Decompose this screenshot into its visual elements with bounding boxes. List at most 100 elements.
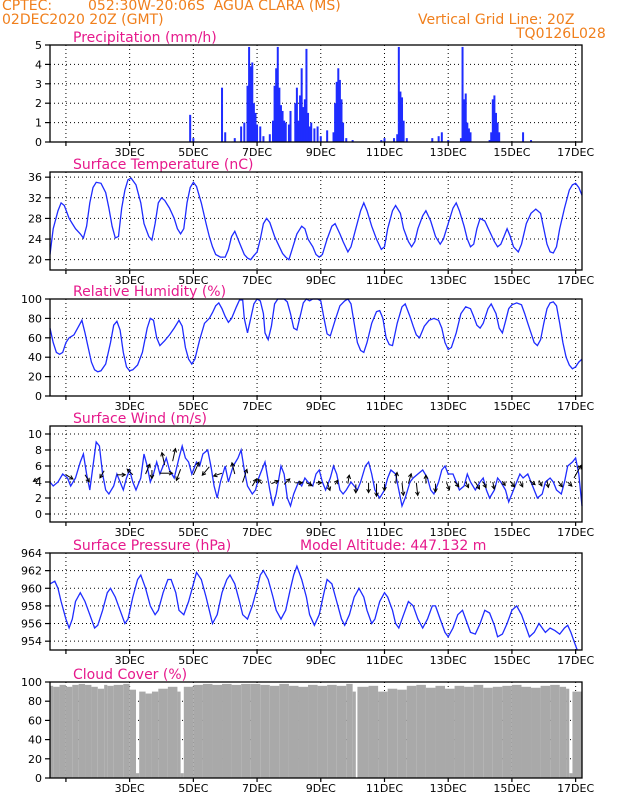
precip-bar bbox=[405, 138, 408, 142]
wind-arrow bbox=[251, 478, 257, 487]
precip-bar bbox=[302, 107, 305, 142]
wind-arrow-head bbox=[68, 475, 74, 480]
wind-arrow bbox=[33, 476, 41, 482]
wind-arrow bbox=[271, 480, 279, 485]
precip-bar bbox=[334, 103, 337, 142]
precip-bar bbox=[469, 132, 472, 142]
wind-xtick-label: 15DEC bbox=[493, 526, 530, 539]
wind-arrow-head bbox=[464, 483, 470, 489]
precip-bar bbox=[402, 120, 405, 142]
cloud-bar bbox=[53, 686, 60, 778]
cloud-bar bbox=[139, 691, 146, 778]
cloud-bar bbox=[129, 689, 137, 778]
wind-arrow-head bbox=[298, 480, 304, 486]
cloud-bar bbox=[473, 684, 484, 778]
cloud-bar bbox=[540, 685, 551, 778]
temp-frame bbox=[49, 171, 583, 271]
precip-bar bbox=[437, 136, 440, 142]
cloud-bar bbox=[425, 687, 436, 778]
precip-bar bbox=[297, 120, 300, 142]
wind-arrow bbox=[306, 482, 313, 487]
cloud-bar bbox=[59, 684, 66, 778]
precip-xtick-label: 11DEC bbox=[366, 146, 403, 159]
cloud-bar bbox=[298, 686, 309, 778]
wind-arrow-head bbox=[510, 482, 516, 488]
rh-frame bbox=[49, 298, 583, 397]
wind-arrow-head bbox=[382, 486, 387, 492]
header-source: CPTEC: bbox=[2, 0, 53, 14]
cloud-bar bbox=[346, 683, 353, 778]
pres-ytick-label: 964 bbox=[21, 547, 42, 560]
cloud-bar bbox=[317, 685, 328, 778]
cloud-bar bbox=[180, 773, 184, 778]
precip-bar bbox=[256, 124, 259, 142]
cloud-bar bbox=[183, 686, 194, 778]
cloud-bar bbox=[50, 685, 54, 778]
pres-ytick-label: 960 bbox=[21, 582, 42, 595]
cloud-bar bbox=[327, 684, 337, 778]
wind-arrow bbox=[454, 480, 460, 488]
wind-arrow bbox=[283, 478, 291, 485]
cloud-bar bbox=[91, 686, 98, 778]
cloud-bar bbox=[483, 687, 493, 778]
pres-title: Surface Pressure (hPa) bbox=[73, 538, 231, 554]
pres-ytick-label: 954 bbox=[21, 635, 42, 648]
precip-bar bbox=[463, 99, 466, 142]
cloud-bar bbox=[454, 685, 465, 778]
precip-bar bbox=[401, 97, 404, 142]
pres-xtick-label: 7DEC bbox=[242, 654, 272, 667]
cloud-bar bbox=[107, 685, 114, 778]
precip-ytick-label: 5 bbox=[35, 39, 42, 52]
cloud-xtick-label: 17DEC bbox=[557, 782, 594, 795]
temp-xtick-label: 15DEC bbox=[493, 274, 530, 287]
wind-frame bbox=[49, 425, 583, 523]
precip-bar bbox=[332, 132, 335, 142]
precip-bar bbox=[248, 46, 251, 142]
precip-bar bbox=[254, 112, 257, 142]
cloud-bar bbox=[464, 686, 474, 778]
precip-bar bbox=[459, 138, 462, 142]
cloud-bar bbox=[269, 685, 280, 778]
cloud-xtick-label: 3DEC bbox=[115, 782, 145, 795]
precip-bar bbox=[289, 110, 292, 142]
wind-arrow bbox=[326, 481, 331, 491]
precip-bar bbox=[399, 91, 402, 142]
wind-arrow bbox=[407, 473, 412, 484]
wind-arrow-head bbox=[126, 468, 132, 474]
cloud-ytick-label: 60 bbox=[28, 714, 42, 727]
precip-bar bbox=[530, 140, 533, 142]
cloud-xtick-label: 5DEC bbox=[178, 782, 208, 795]
temp-ytick-label: 36 bbox=[28, 171, 42, 184]
wind-arrow-head bbox=[256, 478, 262, 484]
cloud-bar bbox=[241, 683, 251, 778]
precip-bar bbox=[259, 126, 262, 142]
precip-bar bbox=[300, 68, 303, 142]
wind-arrow bbox=[65, 474, 74, 480]
temp-ytick-label: 24 bbox=[28, 233, 42, 246]
header-run-time: 02DEC2020 20Z (GMT) bbox=[2, 12, 164, 28]
cloud-bar bbox=[123, 683, 130, 778]
wind-arrow bbox=[395, 472, 398, 484]
cloud-frame bbox=[49, 681, 583, 779]
precip-bar bbox=[397, 46, 400, 142]
wind-arrow-head bbox=[146, 463, 151, 469]
precip-bar bbox=[494, 112, 497, 142]
rh-xtick-label: 17DEC bbox=[557, 400, 594, 413]
wind-arrow bbox=[242, 469, 248, 483]
rh-xtick-label: 15DEC bbox=[493, 400, 530, 413]
cloud-bar bbox=[492, 686, 503, 778]
wind-ytick-label: 10 bbox=[28, 428, 42, 441]
cloud-bar bbox=[308, 684, 318, 778]
precip-bar bbox=[431, 138, 434, 142]
wind-arrow-head bbox=[285, 478, 291, 483]
cloud-bar bbox=[193, 684, 203, 778]
precip-bar bbox=[498, 132, 501, 142]
precip-title: Precipitation (mm/h) bbox=[73, 30, 217, 46]
wind-arrow bbox=[201, 466, 210, 476]
temp-xtick-label: 13DEC bbox=[430, 274, 467, 287]
pres-ytick-label: 956 bbox=[21, 618, 42, 631]
cloud-bar bbox=[336, 685, 347, 778]
wind-arrow bbox=[519, 480, 524, 488]
precip-ytick-label: 4 bbox=[35, 58, 42, 71]
wind-arrow-head bbox=[433, 488, 438, 494]
